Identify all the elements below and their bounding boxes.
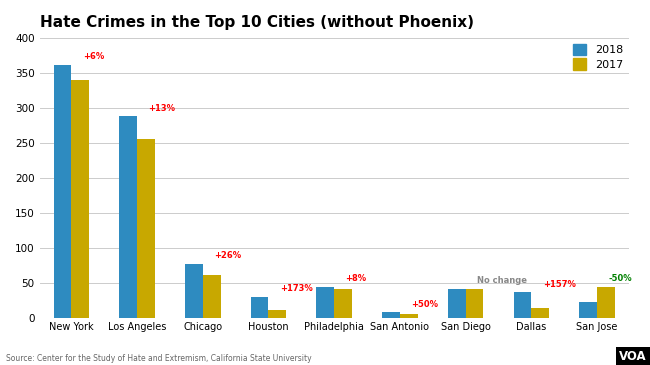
Text: Source: Center for the Study of Hate and Extremism, California State University: Source: Center for the Study of Hate and… bbox=[6, 354, 312, 363]
Text: -50%: -50% bbox=[608, 274, 632, 283]
Text: +6%: +6% bbox=[83, 52, 104, 61]
Bar bbox=[597, 287, 615, 318]
Text: +8%: +8% bbox=[346, 274, 367, 283]
Bar bbox=[185, 264, 203, 318]
Bar bbox=[400, 314, 418, 318]
Bar bbox=[317, 287, 334, 318]
Bar bbox=[382, 312, 400, 318]
Bar bbox=[531, 308, 549, 318]
Bar bbox=[137, 139, 155, 318]
Bar bbox=[334, 289, 352, 318]
Text: Hate Crimes in the Top 10 Cities (without Phoenix): Hate Crimes in the Top 10 Cities (withou… bbox=[40, 15, 474, 30]
Text: +50%: +50% bbox=[411, 300, 438, 308]
Bar bbox=[120, 116, 137, 318]
Bar bbox=[514, 292, 531, 318]
Text: +173%: +173% bbox=[280, 284, 313, 293]
Bar bbox=[251, 297, 268, 318]
Text: +26%: +26% bbox=[214, 251, 241, 260]
Bar bbox=[465, 289, 484, 318]
Bar bbox=[203, 275, 220, 318]
Text: VOA: VOA bbox=[619, 350, 647, 363]
Bar bbox=[448, 289, 465, 318]
Text: +157%: +157% bbox=[543, 280, 576, 289]
Legend: 2018, 2017: 2018, 2017 bbox=[573, 44, 623, 70]
Bar bbox=[53, 65, 72, 318]
Bar bbox=[268, 310, 286, 318]
Bar bbox=[579, 302, 597, 318]
Bar bbox=[72, 80, 89, 318]
Text: +13%: +13% bbox=[148, 104, 176, 113]
Text: No change: No change bbox=[477, 276, 527, 285]
